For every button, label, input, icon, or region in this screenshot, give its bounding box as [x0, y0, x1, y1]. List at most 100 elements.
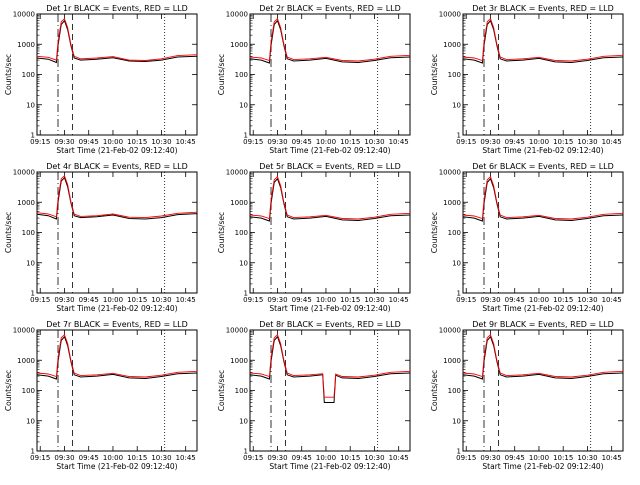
panel-6-xlabel: Start Time (21-Feb-02 09:12:40) — [482, 304, 603, 313]
panel-3-xlabel: Start Time (21-Feb-02 09:12:40) — [482, 146, 603, 155]
panel-7-xlabel: Start Time (21-Feb-02 09:12:40) — [56, 462, 177, 471]
panel-1-ytick-label: 1 — [31, 132, 35, 140]
panel-2-ytick-label: 100 — [235, 71, 248, 79]
panel-9-ytick-label: 1 — [457, 448, 461, 456]
panel-4-xtick-label: 10:45 — [176, 296, 196, 304]
panel-6-ytick-label: 1000 — [443, 199, 461, 207]
panel-8-xtick-label: 09:45 — [292, 454, 312, 462]
panel-2-xtick-label: 09:30 — [267, 138, 287, 146]
panel-7-ytick-label: 100 — [22, 387, 35, 395]
panel-9-xtick-label: 09:45 — [505, 454, 525, 462]
panel-1-xtick-label: 09:45 — [79, 138, 99, 146]
panel-6-series-lld-line — [462, 175, 624, 220]
panel-6-xtick-label: 10:00 — [529, 296, 549, 304]
panel-2-xtick-label: 10:00 — [316, 138, 336, 146]
panel-7-title: Det 7r BLACK = Events, RED = LLD — [46, 320, 188, 329]
panel-8-series-events-line — [249, 335, 411, 403]
panel-8-xtick-label: 10:45 — [389, 454, 409, 462]
panel-5-ytick-label: 1000 — [230, 199, 248, 207]
panel-2-series-lld-line — [249, 17, 411, 62]
panel-1-xtick-label: 10:15 — [127, 138, 147, 146]
panel-3-ytick-label: 10 — [452, 101, 461, 109]
panel-4-xtick-label: 10:00 — [103, 296, 123, 304]
panel-4-series-events-line — [36, 176, 198, 220]
panel-2-frame — [249, 13, 411, 136]
panel-5-xtick-label: 09:15 — [243, 296, 263, 304]
panel-3-ytick-label: 1000 — [443, 41, 461, 49]
panel-9-xtick-label: 09:30 — [480, 454, 500, 462]
panel-6-ylabel: Counts/sec — [430, 212, 439, 253]
panel-2-xtick-label: 10:30 — [364, 138, 384, 146]
panel-6-series-events-line — [462, 177, 624, 222]
panel-9-series-events-line — [462, 335, 624, 380]
panel-9-ylabel: Counts/sec — [430, 370, 439, 411]
panel-6-xtick-label: 10:15 — [553, 296, 573, 304]
panel-7-frame — [36, 329, 198, 452]
panel-9-ytick-label: 1000 — [443, 357, 461, 365]
panel-4-ytick-label: 1000 — [17, 199, 35, 207]
panel-7-series-events-line — [36, 335, 198, 380]
panel-6-xtick-label: 09:15 — [456, 296, 476, 304]
panel-8-title: Det 8r BLACK = Events, RED = LLD — [259, 320, 401, 329]
panel-2-ytick-label: 1 — [244, 132, 248, 140]
panel-6-ytick-label: 10 — [452, 259, 461, 267]
panel-1-ylabel: Counts/sec — [4, 54, 13, 95]
panel-9-frame — [462, 329, 624, 452]
panel-1-ytick-label: 1000 — [17, 41, 35, 49]
panel-7-xtick-label: 10:00 — [103, 454, 123, 462]
panel-5-xlabel: Start Time (21-Feb-02 09:12:40) — [269, 304, 390, 313]
panel-8-xtick-label: 09:15 — [243, 454, 263, 462]
panel-5-xtick-label: 10:45 — [389, 296, 409, 304]
panel-3-title: Det 3r BLACK = Events, RED = LLD — [472, 4, 614, 13]
panel-3-xtick-label: 09:15 — [456, 138, 476, 146]
panel-7-ytick-label: 1000 — [17, 357, 35, 365]
panel-2-ytick-label: 10000 — [226, 11, 248, 19]
panel-5-xtick-label: 09:45 — [292, 296, 312, 304]
panel-9-ytick-label: 100 — [448, 387, 461, 395]
panel-5-title: Det 5r BLACK = Events, RED = LLD — [259, 162, 401, 171]
panel-2-xtick-label: 09:45 — [292, 138, 312, 146]
panel-3-series-events-line — [462, 19, 624, 64]
panel-9-title: Det 9r BLACK = Events, RED = LLD — [472, 320, 614, 329]
panel-4-xtick-label: 09:15 — [30, 296, 50, 304]
panel-7-ytick-label: 1 — [31, 448, 35, 456]
panel-4-xtick-label: 09:45 — [79, 296, 99, 304]
panel-5-xtick-label: 09:30 — [267, 296, 287, 304]
panel-4-ylabel: Counts/sec — [4, 212, 13, 253]
panel-2-ylabel: Counts/sec — [217, 54, 226, 95]
panel-4-frame — [36, 171, 198, 294]
panel-9-xtick-label: 10:00 — [529, 454, 549, 462]
panel-7-xtick-label: 09:45 — [79, 454, 99, 462]
panel-4-ytick-label: 100 — [22, 229, 35, 237]
panel-6-xtick-label: 10:30 — [577, 296, 597, 304]
panel-5-series-events-line — [249, 177, 411, 222]
panel-6-xtick-label: 09:45 — [505, 296, 525, 304]
panel-1-frame — [36, 13, 198, 136]
panel-8-ytick-label: 10 — [239, 417, 248, 425]
panel-9-xtick-label: 10:30 — [577, 454, 597, 462]
panel-2-xtick-label: 09:15 — [243, 138, 263, 146]
panel-5-xtick-label: 10:00 — [316, 296, 336, 304]
panel-3-series-lld-line — [462, 17, 624, 62]
panel-5-ylabel: Counts/sec — [217, 212, 226, 253]
panel-7-xtick-label: 10:15 — [127, 454, 147, 462]
panel-3-ytick-label: 1 — [457, 132, 461, 140]
panel-6-xtick-label: 09:30 — [480, 296, 500, 304]
panel-3-xtick-label: 09:30 — [480, 138, 500, 146]
panel-1-xtick-label: 10:30 — [151, 138, 171, 146]
panel-3-xtick-label: 09:45 — [505, 138, 525, 146]
panel-1-ytick-label: 10000 — [13, 11, 35, 19]
panel-2-title: Det 2r BLACK = Events, RED = LLD — [259, 4, 401, 13]
panel-7-ytick-label: 10000 — [13, 327, 35, 335]
panel-1-ytick-label: 100 — [22, 71, 35, 79]
panel-4-series-lld-line — [36, 175, 198, 219]
panel-6-ytick-label: 100 — [448, 229, 461, 237]
panel-1-xtick-label: 10:45 — [176, 138, 196, 146]
panel-7-xtick-label: 09:30 — [54, 454, 74, 462]
panel-3-frame — [462, 13, 624, 136]
panel-1-xlabel: Start Time (21-Feb-02 09:12:40) — [56, 146, 177, 155]
panel-7-ytick-label: 10 — [26, 417, 35, 425]
panel-6-title: Det 6r BLACK = Events, RED = LLD — [472, 162, 614, 171]
